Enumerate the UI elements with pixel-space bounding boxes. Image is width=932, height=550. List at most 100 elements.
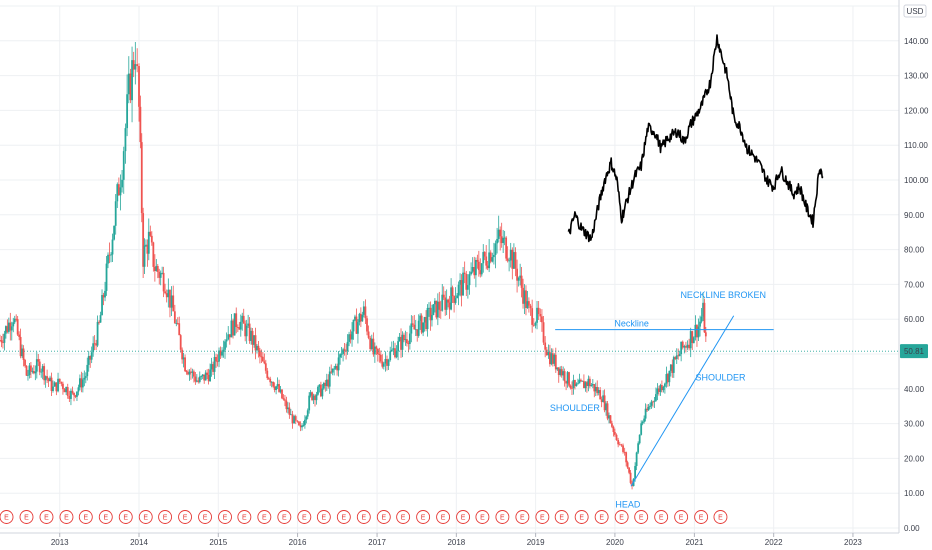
candle-body: [55, 382, 58, 392]
candle-body: [228, 334, 231, 338]
earnings-badge[interactable]: E: [316, 510, 331, 524]
x-tick-label: 2014: [130, 538, 148, 547]
candle-body: [318, 384, 321, 387]
earnings-badge[interactable]: E: [515, 510, 530, 524]
candle-body: [575, 383, 578, 387]
earnings-badge[interactable]: E: [475, 510, 490, 524]
earnings-badge[interactable]: E: [436, 510, 451, 524]
candle-body: [270, 381, 273, 383]
earnings-badge[interactable]: E: [297, 510, 312, 524]
candle-body: [591, 384, 594, 386]
candle-body: [611, 423, 613, 427]
candle-body: [60, 381, 63, 384]
candle-body: [606, 403, 609, 419]
candle-body: [659, 385, 662, 392]
earnings-badge[interactable]: E: [396, 510, 411, 524]
earnings-badge[interactable]: E: [535, 510, 550, 524]
candle-body: [578, 379, 581, 384]
earnings-badge[interactable]: E: [674, 510, 689, 524]
candle-body: [691, 331, 694, 343]
earnings-badge[interactable]: E: [554, 510, 569, 524]
price-axis[interactable]: USD 0.0010.0020.0030.0040.0050.0060.0070…: [898, 0, 929, 533]
candle-body: [149, 231, 152, 236]
candle-body: [355, 316, 358, 334]
earnings-badge[interactable]: E: [277, 510, 292, 524]
earnings-badge[interactable]: E: [0, 510, 14, 524]
earnings-badge[interactable]: E: [614, 510, 629, 524]
candle-body: [285, 400, 288, 410]
candle-body: [672, 357, 675, 373]
earnings-badge[interactable]: E: [574, 510, 589, 524]
candle-body: [560, 369, 563, 376]
earnings-badge[interactable]: E: [178, 510, 193, 524]
candle-body: [216, 361, 219, 363]
candle-body: [609, 415, 612, 424]
earnings-badge[interactable]: E: [118, 510, 133, 524]
earnings-badge[interactable]: E: [19, 510, 34, 524]
candle-body: [637, 443, 640, 453]
candle-body: [84, 376, 87, 378]
candle-body: [465, 273, 468, 290]
earnings-badge[interactable]: E: [39, 510, 54, 524]
candle-body: [267, 378, 270, 379]
candle-body: [587, 378, 590, 386]
earnings-badge-label: E: [44, 515, 49, 522]
earnings-badge[interactable]: E: [138, 510, 153, 524]
earnings-badge-circle: [436, 510, 451, 524]
candle-body: [384, 358, 387, 364]
earnings-badge[interactable]: E: [336, 510, 351, 524]
candle-body: [692, 337, 695, 343]
candle-body: [343, 349, 346, 351]
earnings-badge[interactable]: E: [654, 510, 669, 524]
earnings-badge[interactable]: E: [78, 510, 93, 524]
time-axis[interactable]: 2013 2014 2015 2016 2017 2018 2019 2020 2021 2022…: [0, 532, 899, 547]
x-tick-label: 2017: [368, 538, 386, 547]
candle-body: [364, 306, 367, 319]
candle-body: [182, 357, 185, 360]
candle-body: [605, 403, 607, 411]
earnings-badge[interactable]: E: [218, 510, 232, 524]
currency-badge[interactable]: [903, 4, 927, 18]
candle-body: [284, 399, 286, 401]
earnings-badge[interactable]: E: [713, 510, 728, 524]
earnings-badge[interactable]: E: [416, 510, 431, 524]
candle-body: [218, 350, 220, 362]
candle-body: [568, 372, 570, 386]
candle-body: [600, 399, 603, 402]
earnings-badge[interactable]: E: [237, 510, 252, 524]
candle-body: [173, 311, 176, 324]
candle-body: [454, 298, 457, 303]
earnings-badge[interactable]: E: [456, 510, 471, 524]
candle-body: [102, 295, 105, 298]
candle-body: [272, 381, 275, 387]
earnings-badge[interactable]: E: [594, 510, 609, 524]
earnings-badge[interactable]: E: [356, 510, 371, 524]
earnings-badge[interactable]: E: [376, 510, 391, 524]
candle-body: [629, 472, 632, 483]
trendline[interactable]: [630, 315, 735, 487]
earnings-badge[interactable]: E: [694, 510, 709, 524]
earnings-badge[interactable]: E: [198, 510, 212, 524]
candle-body: [2, 342, 4, 344]
earnings-badge[interactable]: E: [257, 510, 272, 524]
candle-body: [482, 252, 485, 264]
x-tick-label: 2016: [289, 538, 307, 547]
earnings-badge[interactable]: E: [495, 510, 510, 524]
candle-body: [485, 256, 488, 266]
candle-body: [644, 408, 647, 419]
candle-body: [703, 302, 706, 333]
candle-body: [689, 331, 692, 349]
earnings-badge[interactable]: E: [98, 510, 113, 524]
candle-body: [445, 299, 448, 310]
candle-body: [480, 263, 483, 275]
earnings-badge-label: E: [282, 515, 287, 522]
candle-body: [622, 445, 624, 452]
candle-body: [441, 294, 444, 311]
earnings-badge-circle: [713, 510, 728, 524]
earnings-badge[interactable]: E: [634, 510, 649, 524]
earnings-badge[interactable]: E: [158, 510, 173, 524]
earnings-badge[interactable]: E: [59, 510, 74, 524]
candle-body: [373, 346, 376, 355]
